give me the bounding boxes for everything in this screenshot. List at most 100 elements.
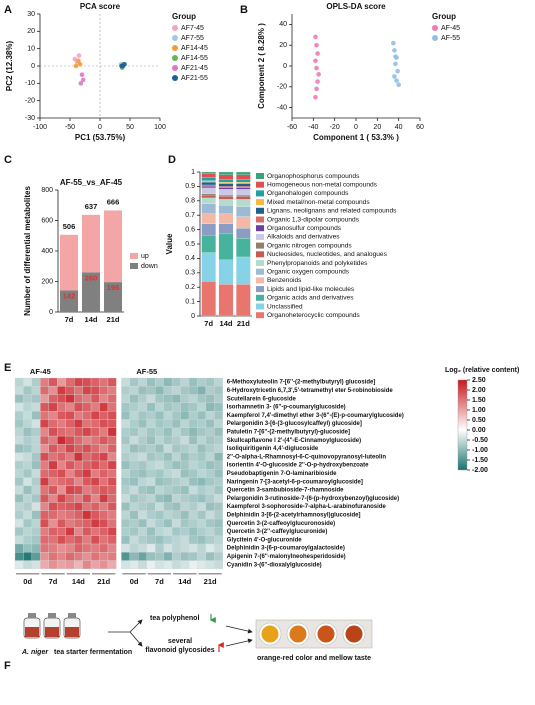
heatmap-cell [90, 494, 100, 503]
heatmap-cell [99, 469, 109, 478]
heatmap-cell [23, 552, 33, 561]
x-tick-label: -100 [33, 124, 47, 131]
heatmap-cell [188, 460, 198, 470]
heatmap-cell [155, 469, 164, 478]
row-label: Naringenin 7-[3-acetyl-6-p-coumaroylgluc… [227, 479, 363, 485]
heatmap-cell [171, 494, 181, 503]
heatmap-cell [23, 469, 33, 478]
heatmap-cell [146, 427, 156, 437]
y-tick-label: 0 [283, 63, 287, 70]
heatmap-cell [31, 460, 41, 470]
colorbar-tick-label: 0.00 [472, 427, 486, 434]
x-tick-label: 14d [220, 319, 233, 328]
panel-label: B [240, 4, 248, 16]
legend-label: down [141, 263, 158, 270]
heatmap-cell [65, 477, 75, 487]
heatmap-cell [146, 510, 156, 520]
bar-segment [236, 187, 251, 190]
heatmap-cell [57, 377, 66, 387]
heatmap-cell [99, 452, 109, 462]
heatmap-cell [129, 386, 139, 395]
heatmap-cell [99, 386, 109, 395]
heatmap-cell [205, 543, 215, 553]
heatmap-cell [23, 502, 33, 511]
heatmap-cell [155, 411, 164, 420]
heatmap-cell [138, 419, 147, 428]
heatmap-cell [171, 527, 181, 536]
heatmap-cell [31, 377, 41, 387]
heatmap-cell [138, 411, 147, 420]
heatmap-cell [107, 494, 117, 503]
heatmap-cell [188, 510, 198, 520]
heatmap-cell [23, 402, 33, 412]
legend-swatch [256, 233, 264, 240]
row-label: Pseudobaptigenin 7-O-laminaribioside [227, 471, 337, 477]
heatmap-cell [99, 502, 109, 511]
heatmap-cell [171, 427, 181, 437]
colorbar-tick-label: -1.00 [472, 447, 488, 454]
legend-swatch [256, 286, 264, 293]
bar-segment [218, 213, 234, 224]
point [316, 72, 321, 77]
heatmap-cell [65, 394, 75, 404]
heatmap-cell [74, 411, 83, 420]
y-tick-label: -30 [25, 115, 35, 122]
x-tick-label: 60 [416, 124, 424, 131]
heatmap-cell [138, 469, 147, 478]
heatmap-cell [138, 510, 147, 520]
legend-swatch [256, 294, 264, 301]
heatmap-cell [107, 386, 117, 395]
legend-label: Lignans, neolignans and related compound… [267, 208, 397, 215]
point [395, 68, 400, 74]
point [313, 94, 318, 100]
legend-swatch [256, 207, 264, 214]
heatmap-cell [57, 419, 66, 428]
heatmap-cell [205, 518, 215, 528]
heatmap-cell [74, 560, 83, 570]
heatmap-cell [90, 535, 100, 545]
heatmap-cell [82, 435, 92, 445]
result-arrow [225, 625, 253, 634]
heatmap-cell [146, 469, 156, 478]
legend-swatch [172, 35, 178, 41]
x-tick-label: -20 [330, 124, 340, 131]
heatmap-cell [40, 460, 49, 470]
heatmap-cell [205, 485, 215, 495]
heatmap-cell [23, 452, 33, 462]
bar-segment [236, 186, 251, 188]
y-tick-label: -20 [277, 84, 287, 91]
heatmap-cell [23, 535, 33, 545]
heatmap-cell [48, 477, 58, 487]
heatmap-cell [14, 527, 24, 536]
heatmap-cell [205, 402, 215, 412]
heatmap-cell [23, 543, 33, 553]
heatmap-cell [121, 477, 131, 487]
heatmap-cell [40, 435, 49, 445]
heatmap-cell [146, 485, 156, 495]
bar-segment [201, 186, 216, 188]
heatmap-cell [14, 427, 24, 437]
heatmap-cell [107, 419, 117, 428]
heatmap-cell [197, 485, 207, 495]
row-label: Glycitein 4'-O-glucuronide [227, 537, 302, 543]
heatmap-cell [31, 485, 41, 495]
heatmap-cell [205, 552, 215, 561]
heatmap-cell [197, 427, 207, 437]
heatmap-cell [163, 427, 173, 437]
x-tick-label: 40 [395, 124, 403, 131]
y-tick-label: 400 [41, 248, 53, 255]
heatmap-cell [99, 460, 109, 470]
heatmap-cell [40, 444, 49, 453]
heatmap-cell [121, 543, 131, 553]
y-tick-label: 0.4 [185, 255, 195, 262]
heatmap-cell [31, 560, 41, 570]
heatmap-cell [180, 543, 190, 553]
heatmap-cell [31, 469, 41, 478]
heatmap-cell [129, 419, 139, 428]
heatmap-cell [155, 427, 164, 437]
heatmap-cell [205, 494, 215, 503]
heatmap-cell [155, 377, 164, 387]
y-tick-label: 0.7 [185, 212, 195, 219]
legend-title: Group [432, 12, 456, 21]
heatmap-cell [57, 460, 66, 470]
